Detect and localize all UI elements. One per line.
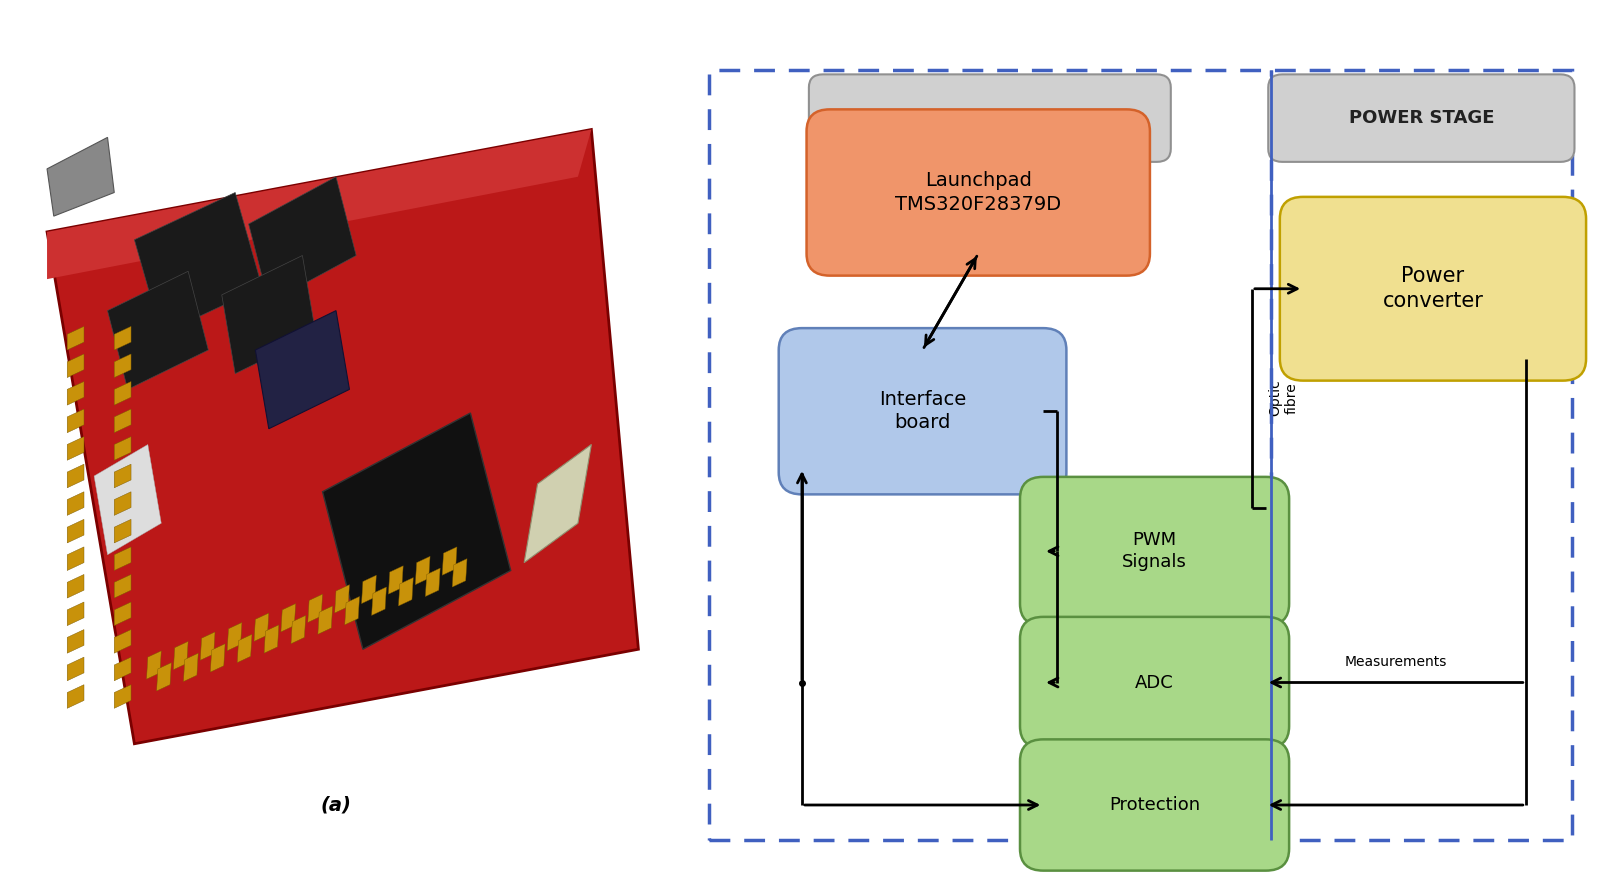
Text: Launchpad
TMS320F28379D: Launchpad TMS320F28379D: [894, 172, 1061, 214]
Polygon shape: [67, 630, 83, 653]
Polygon shape: [94, 444, 162, 555]
Polygon shape: [222, 255, 315, 374]
Polygon shape: [134, 192, 262, 334]
Polygon shape: [291, 615, 306, 644]
Polygon shape: [114, 657, 131, 681]
Polygon shape: [426, 568, 440, 597]
Polygon shape: [114, 685, 131, 709]
Polygon shape: [147, 651, 162, 679]
Polygon shape: [46, 130, 592, 279]
Polygon shape: [114, 382, 131, 405]
Polygon shape: [525, 444, 592, 563]
Polygon shape: [282, 604, 296, 632]
Polygon shape: [67, 326, 83, 350]
Polygon shape: [362, 575, 376, 604]
FancyBboxPatch shape: [1021, 617, 1290, 748]
FancyBboxPatch shape: [806, 109, 1150, 276]
Text: (b): (b): [1120, 851, 1152, 871]
Polygon shape: [248, 177, 357, 303]
Polygon shape: [157, 662, 171, 691]
Polygon shape: [227, 622, 242, 651]
Polygon shape: [114, 547, 131, 570]
FancyBboxPatch shape: [1280, 197, 1586, 381]
Polygon shape: [114, 602, 131, 626]
Polygon shape: [46, 130, 638, 744]
Text: Optic
fibre: Optic fibre: [1269, 380, 1299, 416]
Polygon shape: [114, 574, 131, 598]
Polygon shape: [200, 632, 214, 661]
Polygon shape: [67, 547, 83, 570]
Text: (a): (a): [320, 795, 352, 815]
Text: POWER STAGE: POWER STAGE: [1349, 109, 1494, 127]
Polygon shape: [184, 653, 198, 682]
Polygon shape: [67, 409, 83, 432]
Polygon shape: [67, 657, 83, 681]
FancyBboxPatch shape: [779, 328, 1067, 494]
Polygon shape: [67, 354, 83, 378]
Polygon shape: [389, 566, 403, 594]
Polygon shape: [114, 464, 131, 488]
FancyBboxPatch shape: [1021, 739, 1290, 871]
Polygon shape: [371, 587, 387, 615]
Text: ADC: ADC: [1134, 674, 1174, 691]
Polygon shape: [442, 547, 458, 575]
Polygon shape: [114, 326, 131, 350]
Polygon shape: [264, 625, 278, 653]
Text: Measurements: Measurements: [1344, 655, 1446, 669]
Text: CONTROL STAGE: CONTROL STAGE: [906, 109, 1074, 127]
Polygon shape: [114, 409, 131, 432]
Polygon shape: [114, 630, 131, 653]
Polygon shape: [67, 464, 83, 488]
Polygon shape: [210, 644, 226, 672]
Polygon shape: [307, 594, 323, 622]
Polygon shape: [323, 413, 510, 649]
Text: Protection: Protection: [1109, 796, 1200, 814]
Polygon shape: [107, 271, 208, 389]
Polygon shape: [114, 492, 131, 515]
Polygon shape: [67, 519, 83, 542]
Polygon shape: [318, 606, 333, 634]
Polygon shape: [114, 437, 131, 460]
Polygon shape: [67, 492, 83, 515]
Text: Power
converter: Power converter: [1382, 266, 1483, 312]
Polygon shape: [256, 311, 349, 429]
Polygon shape: [416, 556, 430, 584]
Polygon shape: [173, 641, 189, 669]
Polygon shape: [67, 685, 83, 709]
Polygon shape: [67, 602, 83, 626]
FancyBboxPatch shape: [1269, 74, 1574, 162]
Polygon shape: [254, 613, 269, 641]
FancyBboxPatch shape: [810, 74, 1171, 162]
Text: PWM
Signals: PWM Signals: [1122, 531, 1187, 571]
Polygon shape: [67, 574, 83, 598]
Polygon shape: [237, 634, 253, 662]
Polygon shape: [67, 382, 83, 405]
Polygon shape: [344, 597, 360, 625]
Polygon shape: [46, 137, 114, 216]
Polygon shape: [334, 584, 349, 613]
FancyBboxPatch shape: [1021, 477, 1290, 626]
Polygon shape: [67, 437, 83, 460]
Polygon shape: [114, 354, 131, 378]
Text: Interface
board: Interface board: [878, 390, 966, 432]
Polygon shape: [114, 519, 131, 542]
Polygon shape: [453, 558, 467, 587]
Polygon shape: [398, 578, 413, 605]
